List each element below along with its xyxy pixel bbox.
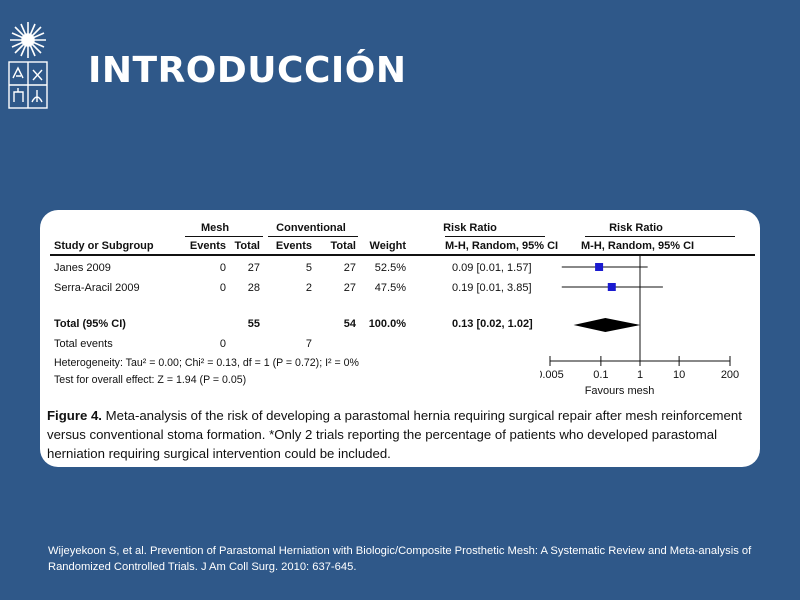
risk-ratio-plot-header-rule — [585, 236, 735, 237]
mesh-header-rule — [185, 236, 263, 237]
figure-caption: Figure 4. Meta-analysis of the risk of d… — [47, 406, 759, 463]
caption-text: Meta-analysis of the risk of developing … — [47, 408, 742, 461]
row-risk-ratio: 0.09 [0.01, 1.57] — [452, 262, 532, 274]
row-mesh-events: 0 — [219, 282, 226, 294]
row-mesh-total: 27 — [247, 262, 260, 274]
forest-plot: 0.005 0.1 1 10 200 Favours mesh — [540, 256, 739, 397]
citation: Wijeyekoon S, et al. Prevention of Paras… — [48, 545, 752, 573]
x-tick-label: 200 — [721, 369, 739, 381]
row-weight: 47.5% — [374, 282, 406, 294]
x-tick-label: 10 — [673, 369, 685, 381]
overall-effect-text: Test for overall effect: Z = 1.94 (P = 0… — [54, 374, 247, 386]
caption-label: Figure 4. — [47, 408, 102, 423]
column-header-rr-method: M-H, Random, 95% CI — [445, 240, 559, 252]
column-header-mesh-events: Events — [189, 240, 226, 252]
row-weight: 52.5% — [374, 262, 406, 274]
total-events-conv: 7 — [305, 338, 312, 350]
header-bottom-rule — [50, 254, 755, 256]
x-axis-label: Favours mesh — [585, 385, 655, 397]
total-mesh-total: 55 — [247, 318, 260, 330]
risk-ratio-header-rule — [445, 236, 545, 237]
column-header-mesh-total: Total — [234, 240, 260, 252]
row-study-name: Serra-Aracil 2009 — [54, 282, 140, 294]
row-mesh-events: 0 — [219, 262, 226, 274]
slide-title: INTRODUCCIÓN — [88, 50, 407, 91]
group-header-risk-ratio: Risk Ratio — [443, 222, 497, 234]
heterogeneity-text: Heterogeneity: Tau² = 0.00; Chi² = 0.13,… — [54, 357, 359, 369]
column-header-plot-method: M-H, Random, 95% CI — [581, 240, 695, 252]
figure-card: Mesh Conventional Risk Ratio Risk Ratio … — [40, 210, 760, 467]
total-risk-ratio: 0.13 [0.02, 1.02] — [452, 318, 533, 330]
shield-icon — [8, 61, 48, 109]
pooled-diamond — [573, 318, 641, 332]
study-marker — [595, 263, 604, 271]
total-conv-total: 54 — [343, 318, 356, 330]
row-conv-events: 2 — [305, 282, 312, 294]
row-conv-total: 27 — [343, 282, 356, 294]
university-logo — [8, 22, 48, 109]
column-header-weight: Weight — [369, 240, 406, 252]
x-tick-label: 1 — [637, 369, 643, 381]
total-label: Total (95% CI) — [54, 318, 126, 330]
sun-emblem-icon — [10, 22, 46, 58]
row-conv-total: 27 — [343, 262, 356, 274]
conventional-header-rule — [268, 236, 358, 237]
row-study-name: Janes 2009 — [54, 262, 111, 274]
total-weight: 100.0% — [368, 318, 406, 330]
study-marker — [607, 283, 616, 291]
group-header-mesh: Mesh — [200, 222, 230, 234]
column-header-conv-events: Events — [275, 240, 312, 252]
group-header-risk-ratio-plot: Risk Ratio — [609, 222, 663, 234]
row-conv-events: 5 — [305, 262, 312, 274]
x-tick-label: 0.005 — [540, 369, 564, 381]
total-events-mesh: 0 — [219, 338, 226, 350]
row-mesh-total: 28 — [247, 282, 260, 294]
x-tick-label: 0.1 — [593, 369, 608, 381]
total-events-label: Total events — [54, 338, 113, 350]
column-header-conv-total: Total — [330, 240, 356, 252]
row-risk-ratio: 0.19 [0.01, 3.85] — [452, 282, 532, 294]
column-header-study: Study or Subgroup — [54, 240, 154, 252]
group-header-conventional: Conventional — [276, 222, 346, 234]
